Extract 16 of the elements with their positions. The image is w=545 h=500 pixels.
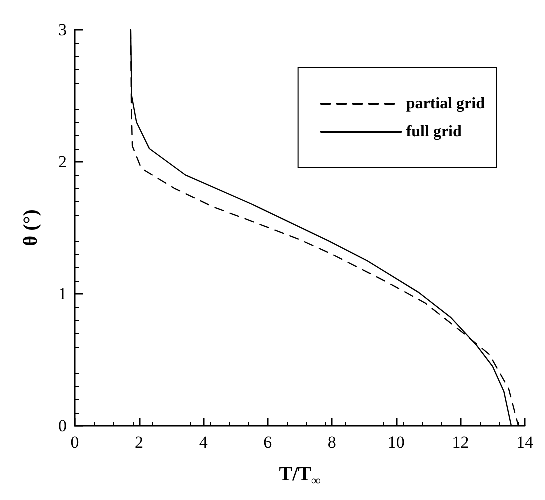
x-tick-label: 8 [328,433,336,452]
y-tick-label: 2 [58,152,67,172]
x-tick-label: 4 [199,433,208,452]
x-tick-label: 12 [452,433,470,452]
x-tick-label: 0 [70,433,80,452]
y-tick-label: 1 [58,284,67,304]
x-axis-title: T/T∞ [279,464,321,488]
y-tick-label: 0 [58,416,67,436]
x-tick-label: 14 [516,433,534,452]
y-axis-title: θ (°) [20,210,42,246]
x-tick-label: 10 [388,433,405,452]
x-tick-label: 2 [135,433,144,452]
legend-label: partial grid [406,96,486,112]
x-tick-label: 6 [264,433,272,452]
y-tick-label: 3 [58,20,67,40]
legend-label: full grid [406,124,462,140]
